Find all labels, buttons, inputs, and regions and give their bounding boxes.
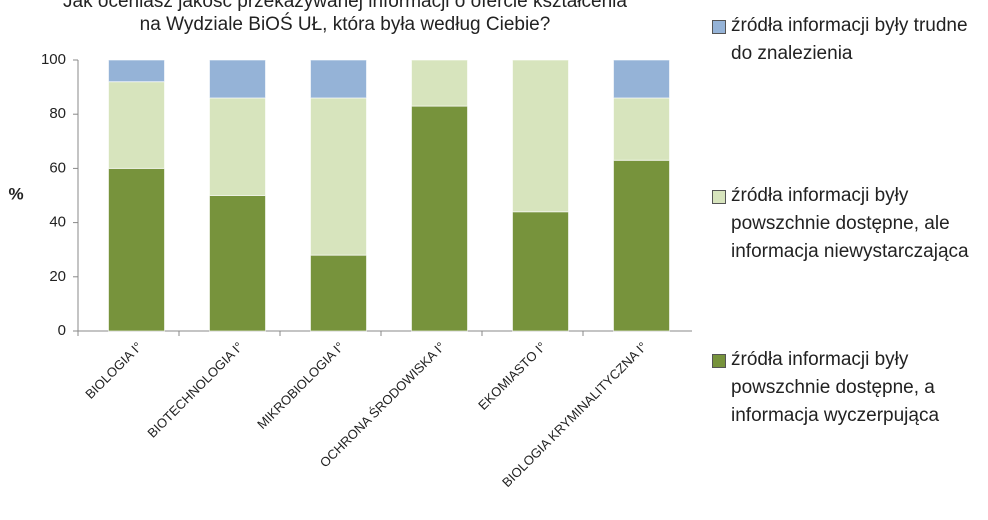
chart-title: Jak oceniasz jakość przekazywanej inform… <box>63 0 627 12</box>
bar-segment <box>512 211 569 332</box>
bar-segment <box>209 195 266 332</box>
x-tick-label: EKOMIASTO I° <box>475 339 549 413</box>
y-tick-label: 100 <box>41 51 66 68</box>
y-tick-label: 20 <box>49 268 66 285</box>
y-tick-label: 80 <box>49 105 66 122</box>
legend-swatch <box>712 20 726 34</box>
bar-segment <box>108 59 165 83</box>
y-tick-label: 60 <box>49 159 66 176</box>
bar-segment <box>613 97 670 161</box>
bar-segment <box>411 59 468 107</box>
bar-segment <box>613 159 670 332</box>
y-tick-label: 40 <box>49 214 66 231</box>
bar-segment <box>310 59 367 99</box>
legend-label: źródła informacji były trudne do znalezi… <box>731 15 968 64</box>
bar-segment <box>108 167 165 332</box>
legend-label: źródła informacji były powszchnie dostęp… <box>731 349 940 426</box>
bar-segment <box>411 105 468 332</box>
bar-segment <box>310 254 367 332</box>
legend-label: źródła informacji były powszchnie dostęp… <box>731 185 969 262</box>
y-axis-label: % <box>8 184 23 203</box>
y-tick-label: 0 <box>58 322 66 339</box>
legend-entry: źródła informacji były powszchnie dostęp… <box>712 182 982 266</box>
legend-entry: źródła informacji były powszchnie dostęp… <box>712 346 982 430</box>
x-tick-label: MIKROBIOLOGIA I° <box>254 339 347 432</box>
bar-segment <box>613 59 670 99</box>
bar-segment <box>209 59 266 99</box>
legend-entry: źródła informacji były trudne do znalezi… <box>712 12 982 68</box>
bar-segment <box>310 97 367 256</box>
bar-segment <box>108 81 165 169</box>
x-tick-label: BIOTECHNOLOGIA I° <box>144 339 246 441</box>
bar-segment <box>209 97 266 196</box>
legend-swatch <box>712 354 726 368</box>
chart-title: na Wydziale BiOŚ UŁ, która była według C… <box>140 13 551 35</box>
x-tick-label: BIOLOGIA I° <box>82 339 145 402</box>
bar-segment <box>512 59 569 213</box>
legend-swatch <box>712 190 726 204</box>
